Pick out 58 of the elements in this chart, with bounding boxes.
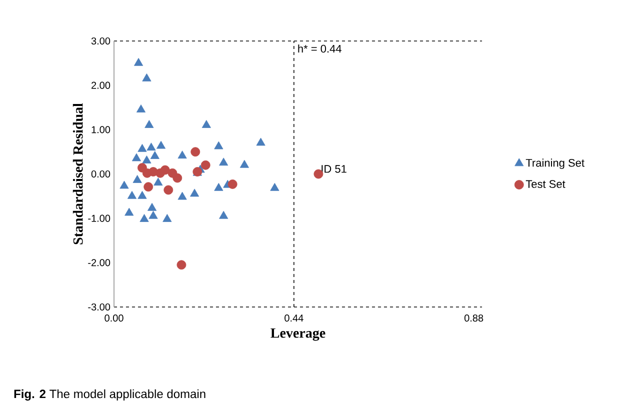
point (148, 210, 158, 219)
point (178, 150, 187, 159)
point (214, 182, 224, 191)
point (142, 168, 152, 178)
point (162, 214, 172, 222)
point (178, 192, 187, 200)
y-tick-label: -3.00 (88, 303, 110, 311)
point (144, 182, 154, 192)
point (219, 210, 228, 219)
point (314, 169, 324, 179)
y-tick-label: -1.00 (88, 214, 110, 222)
point (214, 141, 224, 150)
point (124, 208, 134, 216)
point (140, 214, 149, 222)
point (219, 158, 228, 166)
point (120, 180, 129, 189)
point (228, 179, 238, 189)
x-tick-label: 0.44 (284, 314, 304, 322)
point (136, 104, 146, 112)
point (164, 185, 174, 195)
point (168, 168, 178, 178)
y-axis-title: Standardaised Residual (72, 103, 83, 244)
point (142, 73, 152, 82)
text: Fig. 2 The model applicable domain (14, 389, 206, 401)
point (138, 190, 147, 199)
legend-label: Test Set (526, 180, 566, 188)
point (256, 138, 266, 146)
point (150, 151, 160, 159)
point (154, 178, 163, 186)
y-tick-label: 0.00 (91, 170, 110, 178)
y-tick-label: -2.00 (88, 259, 110, 266)
y-tick-label: 2.00 (92, 82, 110, 89)
point (132, 175, 142, 183)
point (127, 190, 137, 199)
point (146, 142, 156, 151)
point (200, 160, 210, 170)
point (190, 147, 200, 157)
point (176, 260, 186, 270)
legend-label: Training Set (526, 158, 584, 169)
point (134, 58, 144, 66)
ref-line-label: h* = 0.44 (298, 44, 342, 53)
point (202, 120, 211, 128)
point (156, 140, 166, 149)
point (240, 160, 249, 168)
y-tick-label: 1.00 (92, 126, 110, 134)
x-tick-label: 0.00 (104, 314, 124, 322)
annotation: ID 51 (322, 165, 346, 173)
point (270, 182, 280, 191)
point (148, 202, 157, 211)
point (132, 153, 142, 162)
point (142, 155, 152, 164)
x-axis-title: Leverage (270, 328, 326, 341)
point (156, 168, 165, 178)
y-tick-label: 3.00 (91, 37, 110, 45)
point (144, 120, 154, 128)
point (138, 144, 147, 152)
x-tick-label: 0.88 (464, 314, 484, 322)
point (190, 188, 200, 197)
